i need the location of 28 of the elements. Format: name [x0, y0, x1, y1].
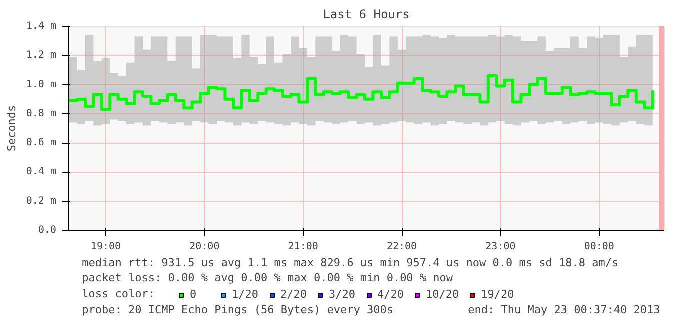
x-tick-label: 23:00 [486, 242, 516, 252]
y-tick-label: 1.4 m [26, 21, 57, 32]
legend-label: 3/20 [329, 288, 356, 301]
x-tick-label: 19:00 [90, 242, 122, 252]
y-tick-label: 1.0 m [26, 79, 57, 90]
x-tick-label: 00:00 [584, 242, 614, 252]
y-tick-label: 0.2 m [26, 196, 57, 207]
x-tick-label: 20:00 [190, 242, 220, 252]
legend-label: 0 [190, 288, 198, 301]
legend-title: loss color: [82, 288, 156, 300]
y-tick-label: 0.4 m [26, 166, 57, 178]
x-tick-label: 21:00 [288, 242, 318, 252]
y-tick-label: 0.6 m [26, 138, 57, 149]
text: end: Thu May 23 00:37:40 2013 [468, 304, 660, 316]
legend-label: 19/20 [481, 288, 514, 301]
text: probe: 20 ICMP Echo Pings (56 Bytes) every 300s [82, 304, 394, 316]
legend-label: 4/20 [378, 288, 404, 301]
legend-label: 2/20 [280, 288, 307, 301]
text: packet loss: 0.00 % avg 0.00 % max 0.00 % min 0.00 % now [82, 272, 454, 284]
y-tick-label: 0.0 [38, 225, 56, 236]
y-axis-title: Seconds [5, 105, 18, 152]
text: median rtt: 931.5 us avg 1.1 ms max 829.6 us min 957.4 us now 0.0 ms sd 18.8 am/s [82, 256, 619, 270]
legend-label: 1/20 [232, 288, 258, 301]
legend-label: 10/20 [426, 288, 460, 301]
y-tick-label: 0.8 m [26, 108, 57, 120]
y-tick-label: 1.2 m [26, 50, 57, 62]
x-tick-label: 22:00 [386, 242, 418, 252]
chart-title: Last 6 Hours [323, 8, 410, 22]
